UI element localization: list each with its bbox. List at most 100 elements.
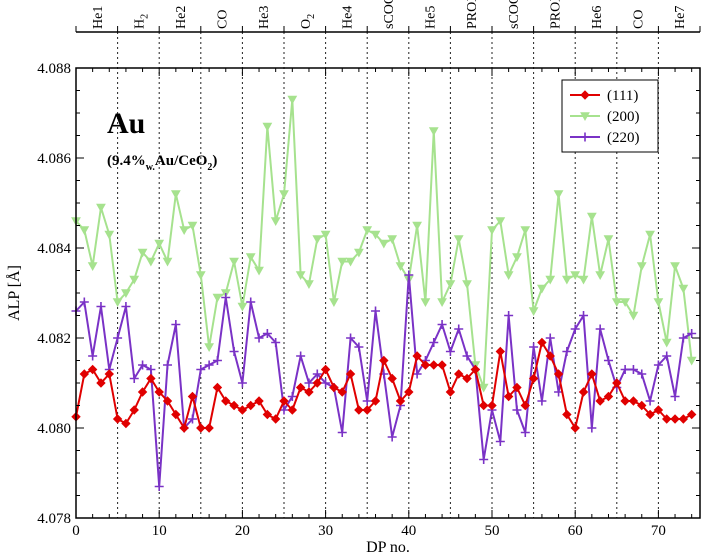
phase-label-text: He5 <box>424 6 439 29</box>
plus-marker <box>545 333 555 343</box>
triangle-marker <box>528 307 539 317</box>
plus-marker <box>138 360 148 370</box>
legend-label: (220) <box>607 130 640 146</box>
x-axis-title: DP no. <box>366 539 410 555</box>
plus-marker <box>354 342 364 352</box>
diamond-marker <box>187 391 198 402</box>
diamond-marker <box>221 396 231 406</box>
phase-label: CO <box>216 10 231 29</box>
plus-marker <box>678 333 688 343</box>
phase-label-text: He2 <box>174 6 189 29</box>
series-220 <box>71 270 697 491</box>
diamond-marker <box>678 414 689 424</box>
diamond-marker <box>637 400 647 411</box>
diamond-marker <box>545 351 555 361</box>
diamond-marker <box>337 387 347 397</box>
legend-item: (200) <box>570 109 640 125</box>
diamond-marker <box>196 423 206 433</box>
diamond-marker <box>470 364 481 375</box>
diamond-marker <box>670 414 680 424</box>
triangle-marker <box>104 230 115 240</box>
plus-marker <box>520 428 530 437</box>
x-tick-label: 0 <box>72 523 80 539</box>
diamond-marker <box>237 405 248 415</box>
phase-label-text: O <box>299 19 314 29</box>
plus-marker <box>113 333 123 343</box>
diamond-marker <box>387 373 397 384</box>
phase-label: sCOOX <box>382 0 397 29</box>
plus-marker <box>96 302 106 311</box>
triangle-marker <box>162 257 173 267</box>
plus-marker <box>412 369 422 379</box>
phase-label-text: He4 <box>340 6 355 29</box>
legend-label: (200) <box>607 109 640 125</box>
x-tick-label: 50 <box>485 523 500 539</box>
diamond-marker <box>462 373 472 384</box>
formula-part: (9.4% <box>107 153 146 169</box>
plus-marker <box>529 342 539 352</box>
phase-label-text: PROX <box>465 0 480 29</box>
plus-marker <box>221 293 231 302</box>
diamond-marker <box>96 378 106 388</box>
plus-marker <box>662 351 672 361</box>
triangle-marker <box>146 257 156 267</box>
plus-marker <box>229 347 239 356</box>
diamond-marker <box>370 396 381 406</box>
diamond-marker <box>262 409 273 420</box>
diamond-marker <box>329 382 339 393</box>
diamond-marker <box>229 400 239 411</box>
diamond-marker <box>295 382 306 393</box>
plus-marker <box>562 347 572 356</box>
triangle-marker <box>478 383 489 393</box>
triangle-marker <box>670 262 680 272</box>
phase-label-text: PROX <box>548 0 563 29</box>
y-tick-label: 4.078 <box>37 511 71 527</box>
plus-marker <box>387 432 397 442</box>
legend-item: (220) <box>570 130 640 146</box>
triangle-marker <box>112 298 123 308</box>
diamond-marker <box>254 396 264 406</box>
plus-marker <box>687 329 697 338</box>
phase-label: PROX <box>465 0 480 29</box>
plus-marker <box>146 365 156 374</box>
phase-label-text: He3 <box>257 6 272 29</box>
triangle-marker <box>537 284 547 294</box>
plus-marker <box>637 369 647 379</box>
triangle-marker <box>195 271 206 281</box>
plus-marker <box>79 297 89 307</box>
plus-marker <box>304 378 314 388</box>
diamond-marker <box>570 423 580 433</box>
diamond-marker <box>512 382 522 393</box>
series-line <box>75 274 693 488</box>
triangle-marker <box>295 271 306 281</box>
triangle-marker <box>320 230 331 240</box>
diamond-marker <box>578 387 589 397</box>
diamond-marker <box>79 369 90 379</box>
triangle-marker <box>237 302 248 312</box>
diamond-marker <box>562 409 572 420</box>
triangle-marker <box>412 221 422 231</box>
triangle-marker <box>212 293 223 303</box>
diamond-marker <box>412 351 422 361</box>
plus-marker <box>362 396 372 406</box>
plus-marker <box>312 369 322 379</box>
plus-marker <box>653 360 663 370</box>
phase-label: He2 <box>174 6 189 29</box>
triangle-marker <box>437 298 447 308</box>
phase-label: He4 <box>340 6 355 29</box>
diamond-marker <box>429 360 439 370</box>
triangle-marker <box>445 280 456 290</box>
phase-label: He6 <box>590 6 605 29</box>
phase-label: He5 <box>424 6 439 29</box>
plus-marker <box>254 333 264 343</box>
x-tick-label: 70 <box>651 523 666 539</box>
diamond-marker <box>362 405 372 415</box>
plus-marker <box>512 405 522 415</box>
diamond-marker <box>246 400 256 411</box>
y-tick-label: 4.080 <box>37 421 71 437</box>
plus-marker <box>246 297 256 307</box>
diamond-marker <box>612 378 622 388</box>
diamond-marker <box>520 400 530 411</box>
plus-marker <box>187 414 197 424</box>
diamond-marker <box>129 405 139 415</box>
